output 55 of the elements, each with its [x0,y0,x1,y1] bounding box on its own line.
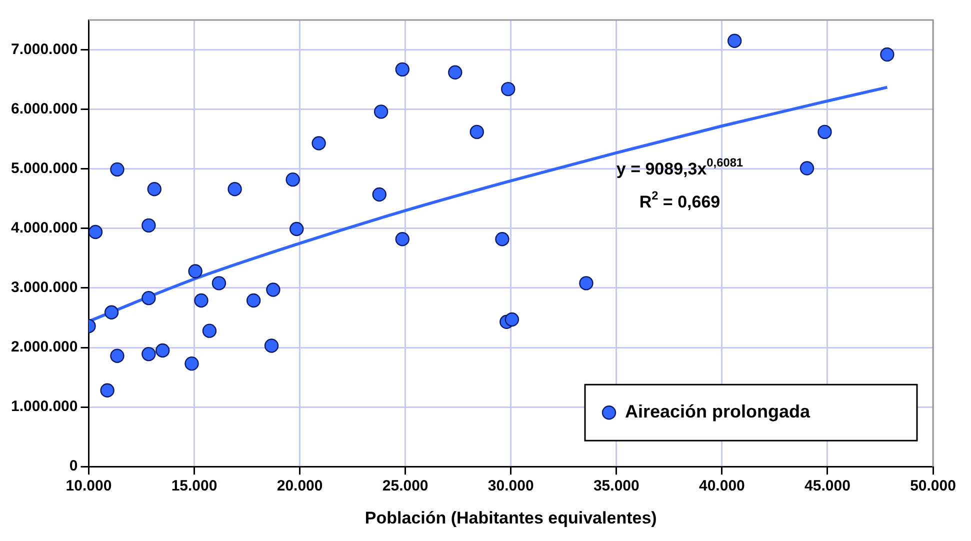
point [142,218,156,233]
point [147,182,162,196]
point [395,232,410,246]
x-tick-label: 20.000 [276,478,323,495]
point [818,124,832,140]
point [156,343,170,358]
point [110,162,124,177]
y-tick-label: 7.000.000 [10,40,78,58]
x-tick-label: 15.000 [171,478,218,495]
point [228,182,242,196]
point [142,346,156,362]
point [504,312,520,327]
point [212,276,226,290]
y-tick-label: 6.000.000 [10,100,78,118]
point [194,293,208,308]
y-tick-label: 0 [69,458,78,475]
point [286,172,300,187]
point [448,65,462,80]
point [312,136,326,150]
point [495,232,510,246]
point [395,62,410,77]
x-tick-label: 35.000 [593,478,640,495]
x-tick-label: 10.000 [66,478,112,495]
x-tick-label: 50.000 [910,478,956,495]
x-tick-label: 25.000 [382,478,428,495]
point [202,324,217,338]
point [290,222,304,236]
point [501,82,516,96]
legend-label: Aireación prolongada [625,402,812,422]
point [88,224,103,240]
point [880,47,894,62]
x-tick-label: 40.000 [698,478,745,495]
y-tick-label: 5.000.000 [10,160,78,178]
point [246,293,261,308]
y-tick-label: 4.000.000 [10,220,78,237]
point [579,276,594,290]
y-tick-label: 1.000.000 [10,398,78,416]
x-tick-label: 30.000 [488,478,534,495]
point [372,187,386,202]
x-axis-title: Población (Habitantes equivalentes) [364,508,657,528]
y-tick-label: 3.000.000 [10,279,78,296]
y-tick-label: 2.000.000 [10,338,78,356]
point [184,356,199,371]
point [100,383,114,398]
x-tick-label: 45.000 [804,478,850,495]
point [188,264,202,278]
point [374,104,388,119]
point [266,282,280,297]
point [800,161,814,176]
point [110,348,124,363]
point [470,124,484,140]
point [104,305,119,320]
point [264,338,279,353]
point [727,34,742,48]
point [142,290,156,306]
